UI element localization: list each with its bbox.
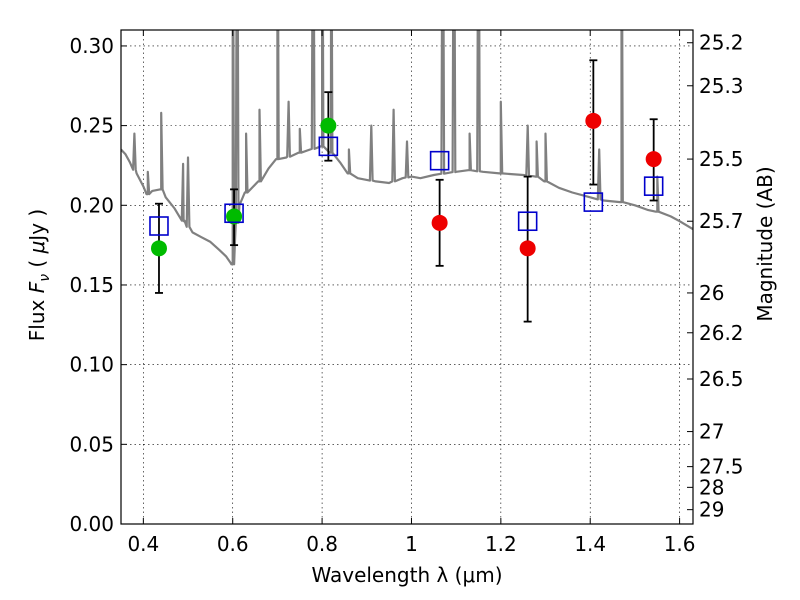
model-photometry-point	[224, 203, 244, 224]
x-tick-labels: 0.4 0.6 0.8 1 1.2 1.4 1.6	[127, 532, 695, 556]
mag-tick-label: 25.2	[699, 31, 744, 55]
sed-line	[121, 30, 693, 266]
x-tick-label: 0.4	[127, 532, 159, 556]
mag-tick-label: 25.3	[699, 74, 744, 98]
mag-tick-label: 25.7	[699, 209, 744, 233]
y-tick-label: 0.20	[69, 193, 114, 217]
model-photometry-point	[517, 211, 538, 232]
mag-tick-label: 26	[699, 281, 724, 305]
observed-points	[150, 112, 662, 257]
x-tick-label: 1.6	[664, 532, 696, 556]
x-axis-label: Wavelength λ (μm)	[311, 563, 502, 587]
mag-tick-label: 26.5	[699, 367, 744, 391]
model-photometry-point	[583, 192, 604, 212]
mag-tick-label: 27	[699, 420, 724, 444]
mag-tick-label: 28	[699, 475, 724, 499]
infrared-observed-point	[519, 240, 536, 257]
y-tick-label: 0.05	[69, 432, 114, 456]
model-photometry-points	[149, 136, 664, 236]
axis-ticks	[121, 30, 693, 525]
y-tick-label: 0.25	[69, 114, 114, 138]
y-tick-label: 0.00	[69, 512, 114, 536]
x-tick-label: 1.4	[574, 532, 606, 556]
optical-observed-point	[320, 117, 337, 134]
plot-frame	[120, 29, 694, 525]
x-tick-label: 0.8	[306, 532, 338, 556]
infrared-observed-point	[645, 151, 662, 168]
x-tick-label: 1.2	[485, 532, 517, 556]
mag-tick-label: 25.5	[699, 147, 744, 171]
y-axis-label: Flux Fν ( μJy )	[25, 209, 53, 341]
optical-observed-point	[150, 240, 167, 257]
mag-tick-label: 29	[699, 498, 724, 522]
model-photometry-point	[149, 216, 169, 236]
error-bars	[154, 59, 658, 323]
optical-observed-point	[226, 208, 243, 225]
x-tick-label: 1	[405, 532, 418, 556]
y-tick-labels: 0.00 0.05 0.10 0.15 0.20 0.25 0.30	[69, 34, 114, 536]
y-tick-label: 0.10	[69, 353, 114, 377]
x-tick-label: 0.6	[217, 532, 249, 556]
infrared-observed-point	[431, 214, 448, 231]
y-tick-label: 0.15	[69, 273, 114, 297]
mag-tick-label: 27.5	[699, 455, 744, 479]
sed-model-spectrum	[121, 30, 693, 266]
gridlines	[121, 30, 693, 525]
mag-tick-label: 26.2	[699, 321, 744, 345]
model-photometry-point	[643, 176, 664, 196]
model-photometry-point	[429, 150, 450, 171]
infrared-observed-point	[585, 112, 602, 129]
y2-axis-label: Magnitude (AB)	[753, 166, 777, 321]
model-photometry-point	[318, 136, 339, 157]
y-tick-label: 0.30	[69, 34, 114, 58]
